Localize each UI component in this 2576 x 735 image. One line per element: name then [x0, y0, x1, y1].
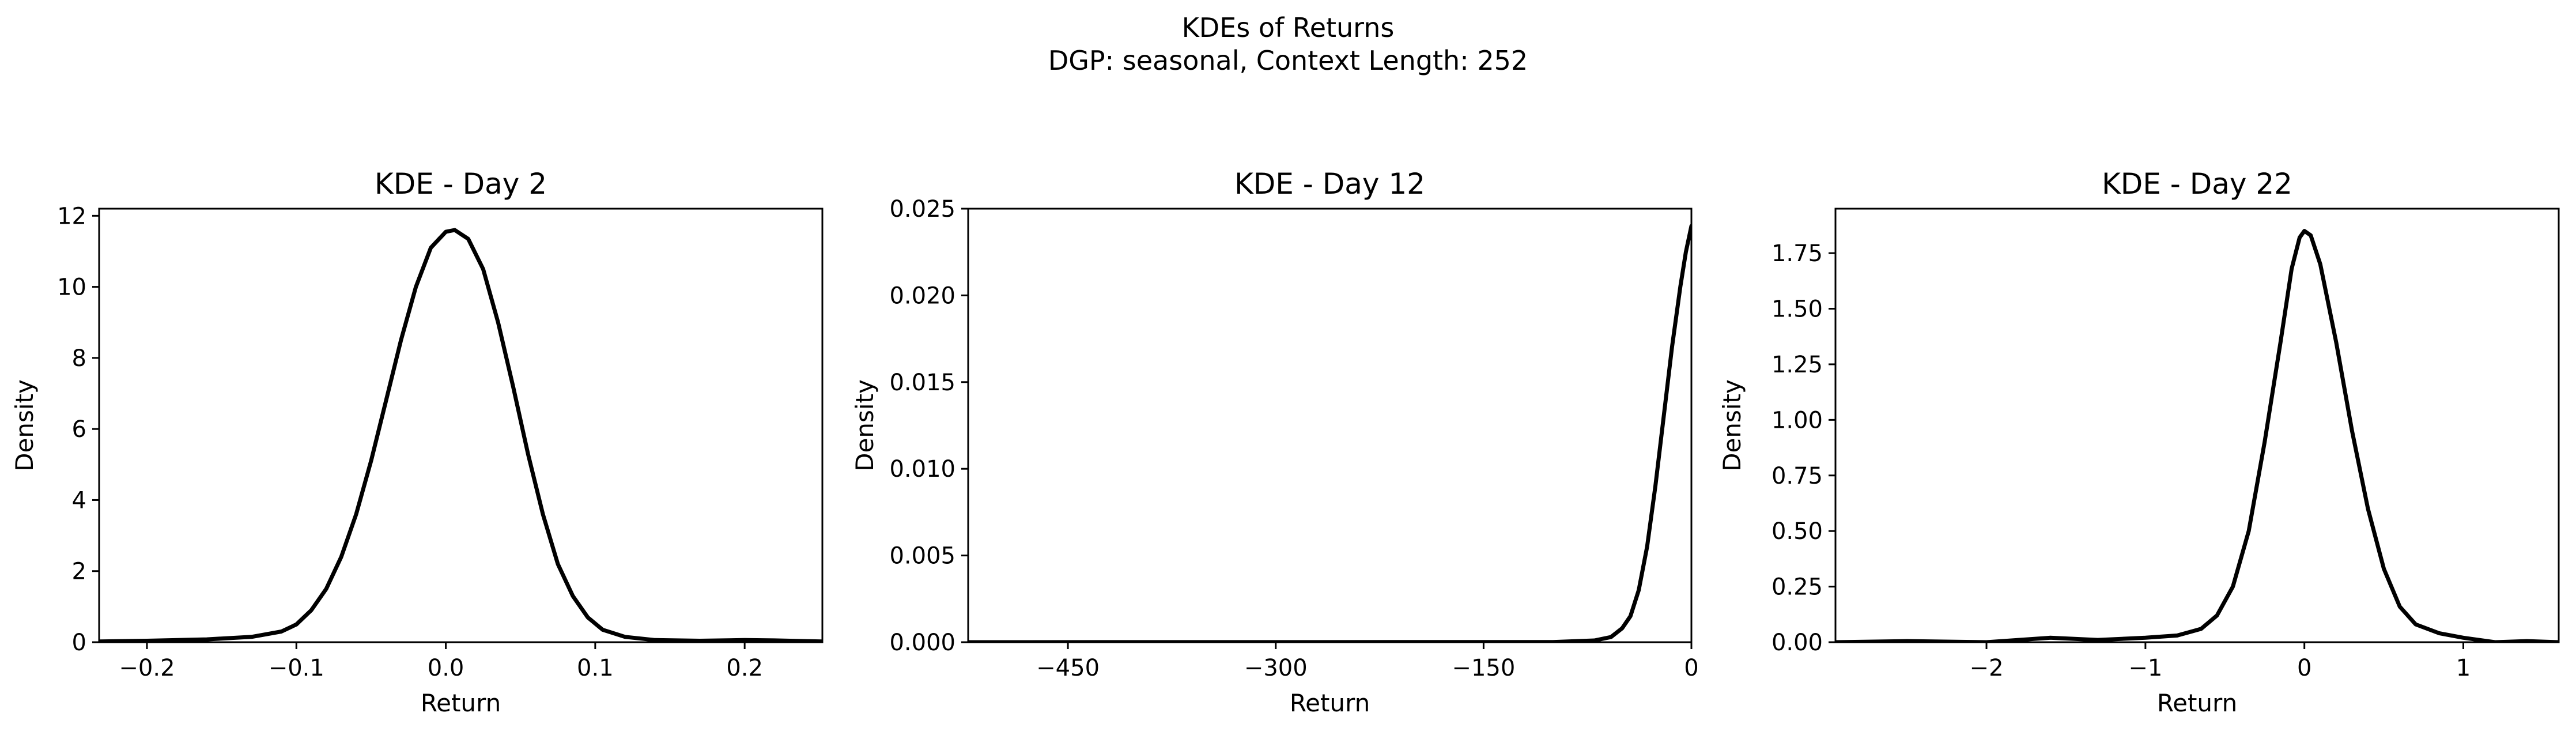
x-tick-label: 1	[2456, 655, 2471, 681]
y-tick-label: 4	[72, 487, 86, 514]
y-tick-label: 0	[72, 630, 86, 656]
y-tick-label: 0.50	[1772, 518, 1823, 545]
x-tick-label: 0.2	[726, 655, 763, 681]
x-tick-label: 0	[1684, 655, 1698, 681]
axes-frame	[1834, 208, 2560, 643]
y-tick-label: 2	[72, 559, 86, 585]
y-tick-label: 6	[72, 416, 86, 443]
y-tick-label: 10	[57, 274, 86, 301]
y-tick-label: 1.00	[1772, 407, 1823, 434]
x-axis-label: Return	[2157, 689, 2237, 717]
x-axis-label: Return	[421, 689, 501, 717]
y-tick-label: 0.025	[889, 196, 955, 223]
y-tick-label: 0.75	[1772, 463, 1823, 489]
y-tick-label: 8	[72, 345, 86, 372]
kde-series-line	[968, 224, 1691, 642]
kde-panel-day-2: −0.2 −0.1 0.0 0.1 0.2 0 2 4 6 8 10 12 KDE - Day 2 Ret…	[10, 167, 824, 717]
y-tick-label: 0.00	[1772, 630, 1823, 656]
x-tick-label: 0.1	[577, 655, 614, 681]
x-axis-label: Return	[1290, 689, 1370, 717]
x-tick-label: 0	[2297, 655, 2311, 681]
x-tick-label: −1	[2128, 655, 2162, 681]
x-tick-label: −450	[1036, 655, 1100, 681]
axes-frame	[98, 208, 824, 643]
y-tick-label: 0.015	[889, 370, 955, 396]
kde-series-line	[99, 228, 822, 642]
x-tick-label: −150	[1452, 655, 1515, 681]
x-tick-label: 0.0	[428, 655, 464, 681]
kde-series-line	[1835, 229, 2559, 642]
y-axis-label: Density	[851, 379, 879, 472]
kde-panel-day-12: −450 −300 −150 0 0.000 0.005 0.010 0.015 0.020 0.…	[851, 167, 1699, 717]
kde-panel-day-22: −2 −1 0 1 0.00 0.25 0.50 0.75 1.00 1.25 1.50 1.75 KD…	[1718, 167, 2560, 717]
y-tick-label: 1.50	[1772, 296, 1823, 323]
x-tick-label: −2	[1970, 655, 2004, 681]
y-tick-label: 0.000	[889, 630, 955, 656]
y-tick-label: 0.020	[889, 282, 955, 309]
x-tick-label: −300	[1244, 655, 1308, 681]
y-tick-label: 1.75	[1772, 240, 1823, 267]
y-tick-label: 0.005	[889, 543, 955, 570]
figure-title-line1: KDEs of Returns	[1182, 12, 1395, 43]
axes-title: KDE - Day 12	[1234, 167, 1425, 201]
y-tick-label: 0.25	[1772, 574, 1823, 601]
y-axis-label: Density	[10, 379, 39, 472]
x-tick-label: −0.2	[119, 655, 175, 681]
figure-title-line2: DGP: seasonal, Context Length: 252	[1048, 45, 1528, 76]
y-tick-label: 1.25	[1772, 352, 1823, 378]
axes-title: KDE - Day 2	[375, 167, 547, 201]
y-tick-label: 12	[57, 203, 86, 229]
y-tick-label: 0.010	[889, 456, 955, 483]
y-axis-label: Density	[1718, 379, 1746, 472]
x-tick-label: −0.1	[269, 655, 324, 681]
axes-title: KDE - Day 22	[2102, 167, 2292, 201]
